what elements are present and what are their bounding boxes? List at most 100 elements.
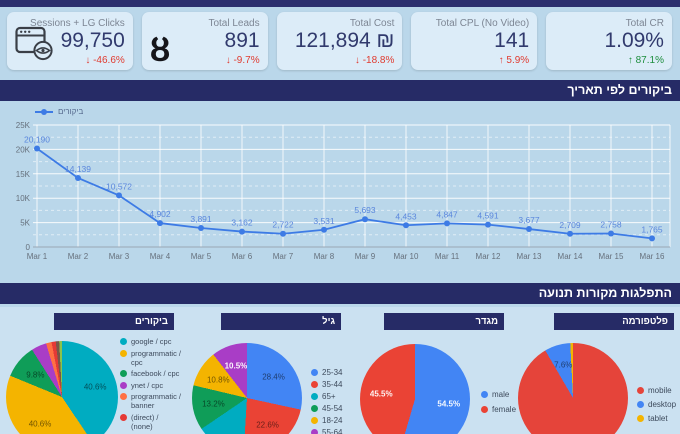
svg-text:Mar 14: Mar 14 [558, 252, 583, 261]
legend-item: 65+ [311, 392, 351, 401]
kpi-value: 121,894 ₪ [294, 29, 395, 52]
data-point[interactable] [280, 230, 286, 237]
legend-color-dot [481, 406, 488, 413]
legend-item: female [481, 405, 525, 414]
svg-text:15K: 15K [16, 170, 31, 179]
legend-label: desktop [648, 400, 677, 409]
visits-by-date-line-chart[interactable]: ביקורים 0 5K 10K 15K 20K 25K Mar 1 Mar 2 Mar 3 Ma… [0, 101, 680, 279]
kpi-value: 891 [224, 29, 260, 52]
data-point[interactable] [362, 216, 368, 223]
data-point[interactable] [321, 226, 327, 233]
legend-label: 45-54 [322, 404, 343, 413]
section-title-traffic-sources: התפלגות מקורות תנועה [0, 283, 680, 304]
legend-label: ynet / cpc [131, 380, 164, 390]
legend-color-dot [637, 387, 644, 394]
kpi-scorecards-row: Sessions + LG Clicks 99,750 ↓ -46.6% Total … [7, 12, 672, 70]
data-point[interactable] [567, 230, 573, 237]
browser-eye-icon [15, 25, 57, 66]
legend-label: facebook / cpc [131, 369, 180, 378]
legend-item: (direct) / (none) [120, 413, 182, 431]
platform-chart-title: פלטפורמה [554, 313, 674, 330]
data-label: 1,765 [641, 224, 663, 234]
pie-slice-label: 45.5% [369, 389, 393, 399]
data-point[interactable] [157, 220, 163, 227]
pie-slice-label: 40.6% [28, 419, 52, 429]
arrow-up-icon: ↑ [498, 55, 504, 66]
legend-color-dot [311, 393, 318, 400]
legend-label: 25-34 [322, 368, 343, 377]
data-label: 2,709 [559, 220, 581, 230]
legend-color-dot [120, 338, 127, 345]
series-legend-label: ביקורים [58, 107, 84, 116]
y-axis-labels: 0 5K 10K 15K 20K 25K [16, 121, 31, 252]
gender-pie[interactable] [360, 344, 470, 434]
kpi-card-sessions-lg-clicks: Sessions + LG Clicks 99,750 ↓ -46.6% [7, 12, 133, 70]
kpi-title: Total CPL (No Video) [435, 18, 530, 29]
data-point[interactable] [526, 226, 532, 233]
kpi-value: 99,750 [60, 29, 125, 52]
kpi-title: Total Leads [208, 18, 260, 29]
svg-text:Mar 13: Mar 13 [517, 252, 542, 261]
data-point[interactable] [116, 192, 122, 199]
traffic-source-pie-charts: ביקורים 40.6% 40.6% 9.8% google / cpc program… [0, 307, 680, 434]
legend-label: female [492, 405, 517, 414]
svg-text:Mar 10: Mar 10 [394, 252, 419, 261]
series-line[interactable] [36, 147, 653, 240]
arrow-down-icon: ↓ [225, 55, 231, 66]
data-point[interactable] [485, 221, 491, 228]
pie-slice-label: 28.4% [262, 372, 285, 382]
kpi-delta: ↑ 87.1% [627, 55, 664, 66]
kpi-title: Total CR [625, 18, 664, 29]
data-point[interactable] [649, 235, 655, 242]
section-title-text: ביקורים לפי תאריך [567, 83, 672, 97]
svg-text:25K: 25K [16, 121, 31, 130]
data-point[interactable] [403, 222, 409, 229]
svg-text:Mar 1: Mar 1 [27, 252, 48, 261]
age-pie[interactable] [192, 343, 302, 434]
svg-text:Mar 15: Mar 15 [599, 252, 624, 261]
data-label: 4,902 [149, 209, 171, 219]
legend-color-dot [120, 370, 127, 377]
legend-item: programmatic / banner [120, 392, 182, 410]
pie-slice-label: 7.6% [554, 360, 573, 370]
legend-color-dot [311, 381, 318, 388]
pie-slice-label: 10.8% [206, 375, 230, 385]
pie-slice-label: 9.8% [26, 370, 45, 380]
series-points[interactable]: 20,190 14,139 10,572 4,902 3,891 3,162 2,722 3,… [24, 134, 663, 242]
visits-chart-title: ביקורים [54, 313, 174, 330]
top-window-strip [0, 0, 680, 7]
legend-item: ynet / cpc [120, 381, 182, 390]
data-label: 10,572 [106, 181, 132, 191]
legend-item: 55-64 [311, 428, 351, 434]
data-point[interactable] [198, 225, 204, 232]
kpi-value: 1.09% [604, 29, 664, 52]
data-point[interactable] [239, 228, 245, 235]
data-point[interactable] [75, 175, 81, 182]
legend-color-dot [311, 405, 318, 412]
data-label: 4,847 [436, 209, 458, 219]
legend-item: programmatic / cpc [120, 349, 182, 367]
legend-item: mobile [637, 386, 680, 395]
arrow-down-icon: ↓ [85, 55, 91, 66]
kpi-card-total-leads: Total Leads 891 ↓ -9.7% ȣ [141, 12, 268, 70]
legend-color-dot [637, 415, 644, 422]
data-point[interactable] [608, 230, 614, 237]
legend-label: 18-24 [322, 416, 343, 425]
data-label: 14,139 [65, 164, 91, 174]
legend-color-dot [120, 413, 127, 421]
data-label: 4,453 [395, 211, 417, 221]
kpi-delta: ↓ -18.8% [354, 55, 395, 66]
data-label: 3,677 [518, 215, 540, 225]
data-label: 5,693 [354, 205, 376, 215]
legend-item: 18-24 [311, 416, 351, 425]
platform-pie[interactable] [518, 343, 628, 434]
legend-label: (direct) / (none) [131, 412, 159, 431]
legend-color-dot [311, 417, 318, 424]
svg-text:Mar 9: Mar 9 [355, 252, 376, 261]
data-point[interactable] [444, 220, 450, 227]
line-chart-plot[interactable]: 0 5K 10K 15K 20K 25K Mar 1 Mar 2 Mar 3 Mar 4 Mar 5… [0, 101, 680, 279]
visits-pie[interactable] [6, 341, 118, 434]
data-point[interactable] [34, 145, 40, 152]
legend-label: 35-44 [322, 380, 343, 389]
svg-text:Mar 11: Mar 11 [435, 252, 460, 261]
